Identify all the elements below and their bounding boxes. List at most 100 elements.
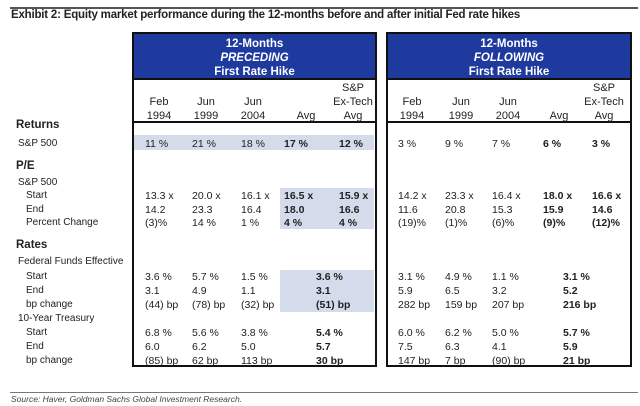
table-cell: 11.6 <box>398 204 418 216</box>
row-label: S&P 500 <box>18 177 58 188</box>
table-cell: 5.6 % <box>192 327 219 339</box>
table-cell: 16.4 <box>241 204 262 216</box>
table-cell: 16.1 x <box>241 190 270 202</box>
row-label: Returns <box>16 119 60 131</box>
row-label: End <box>26 285 44 296</box>
table-cell: (1)% <box>445 217 468 229</box>
table-cell: 6.0 % <box>398 327 425 339</box>
table-cell: 18.0 <box>284 204 305 216</box>
table-cell: 18 % <box>241 138 265 150</box>
table-cell: 5.7 % <box>192 271 219 283</box>
column-header: 2004 <box>495 110 521 122</box>
table-cell: 15.9 <box>543 204 564 216</box>
table-cell: (32) bp <box>241 299 275 311</box>
table-cell: 62 bp <box>192 355 219 367</box>
table-cell: 21 bp <box>563 355 591 367</box>
table-cell: 12 % <box>339 138 363 150</box>
row-label: Start <box>26 271 48 282</box>
row-label: Start <box>26 327 48 338</box>
table-cell: (90) bp <box>492 355 526 367</box>
table-cell: 7.5 <box>398 341 413 353</box>
row-label: bp change <box>26 355 73 366</box>
table-cell: 17 % <box>284 138 308 150</box>
table-cell: 3.6 % <box>316 271 343 283</box>
column-header: S&P <box>592 82 615 94</box>
table-cell: 5.7 % <box>563 327 590 339</box>
table-cell: 6.2 % <box>445 327 472 339</box>
column-header: S&P <box>341 82 364 94</box>
table-cell: 147 bp <box>398 355 431 367</box>
table-cell: 3.1 <box>145 285 160 297</box>
panel-preceding: 12-Months PRECEDING First Rate Hike <box>132 32 377 367</box>
table-cell: 4.9 % <box>445 271 472 283</box>
header-divider <box>134 121 375 123</box>
table-cell: 5.9 <box>398 285 413 297</box>
table-cell: (9)% <box>543 217 566 229</box>
table-cell: 14.2 x <box>398 190 427 202</box>
table-cell: 5.2 <box>563 285 578 297</box>
table-cell: 15.9 x <box>339 190 369 202</box>
table-cell: 21 % <box>192 138 216 150</box>
table-cell: 20.8 <box>445 204 466 216</box>
row-label: 10-Year Treasury <box>18 313 95 324</box>
column-header: Feb <box>149 96 169 108</box>
panel-header-preceding: 12-Months PRECEDING First Rate Hike <box>134 34 375 80</box>
table-cell: 15.3 <box>492 204 513 216</box>
table-cell: 3 % <box>398 138 417 150</box>
table-cell: 1.5 % <box>241 271 268 283</box>
row-label: Percent Change <box>26 217 99 228</box>
table-cell: 13.3 x <box>145 190 174 202</box>
table-cell: 7 bp <box>445 355 466 367</box>
table-cell: 282 bp <box>398 299 431 311</box>
table-cell: 30 bp <box>316 355 344 367</box>
column-header: Feb <box>402 96 422 108</box>
column-header: Avg <box>343 110 363 122</box>
table-cell: 16.4 x <box>492 190 521 202</box>
table-cell: 4.9 <box>192 285 207 297</box>
header-line1: 12-Months <box>480 38 538 50</box>
table-cell: 6 % <box>543 138 562 150</box>
column-header: Avg <box>296 110 316 122</box>
table-cell: (78) bp <box>192 299 226 311</box>
table-cell: 16.6 x <box>592 190 622 202</box>
table-cell: 7 % <box>492 138 511 150</box>
row-label: Rates <box>16 239 48 251</box>
table-cell: 159 bp <box>445 299 478 311</box>
source-note: Source: Haver, Goldman Sachs Global Inve… <box>11 394 243 404</box>
header-line2: FOLLOWING <box>473 52 545 64</box>
table-cell: 3.1 <box>316 285 331 297</box>
panel-header-following: 12-Months FOLLOWING First Rate Hike <box>388 34 630 80</box>
table-cell: 4 % <box>284 217 303 229</box>
table-cell: 3.1 % <box>563 271 590 283</box>
column-header: Ex-Tech <box>333 96 373 108</box>
table-cell: 207 bp <box>492 299 525 311</box>
table-cell: (6)% <box>492 217 515 229</box>
highlight-returns-pre <box>134 135 374 150</box>
row-label: bp change <box>26 299 73 310</box>
table-cell: 16.6 <box>339 204 360 216</box>
column-header: Ex-Tech <box>584 96 624 108</box>
table-cell: 14 % <box>192 217 216 229</box>
table-cell: 5.0 % <box>492 327 519 339</box>
column-header: Jun <box>452 96 470 108</box>
table-cell: 11 % <box>145 138 169 150</box>
column-header: 2004 <box>240 110 266 122</box>
row-label: S&P 500 <box>18 138 58 149</box>
row-label: Start <box>26 190 48 201</box>
column-header: 1999 <box>193 110 219 122</box>
table-cell: 3.6 % <box>145 271 172 283</box>
column-header: Jun <box>244 96 262 108</box>
table-cell: 5.4 % <box>316 327 343 339</box>
table-cell: 3.2 <box>492 285 507 297</box>
table-cell: 4.1 <box>492 341 507 353</box>
table-cell: 9 % <box>445 138 464 150</box>
table-cell: 1 % <box>241 217 260 229</box>
header-line3: First Rate Hike <box>468 66 550 78</box>
table-cell: (51) bp <box>316 299 351 311</box>
table-cell: 216 bp <box>563 299 597 311</box>
table-cell: 6.8 % <box>145 327 172 339</box>
table-cell: 5.7 <box>316 341 331 353</box>
table-cell: 6.3 <box>445 341 460 353</box>
column-header: Jun <box>499 96 517 108</box>
